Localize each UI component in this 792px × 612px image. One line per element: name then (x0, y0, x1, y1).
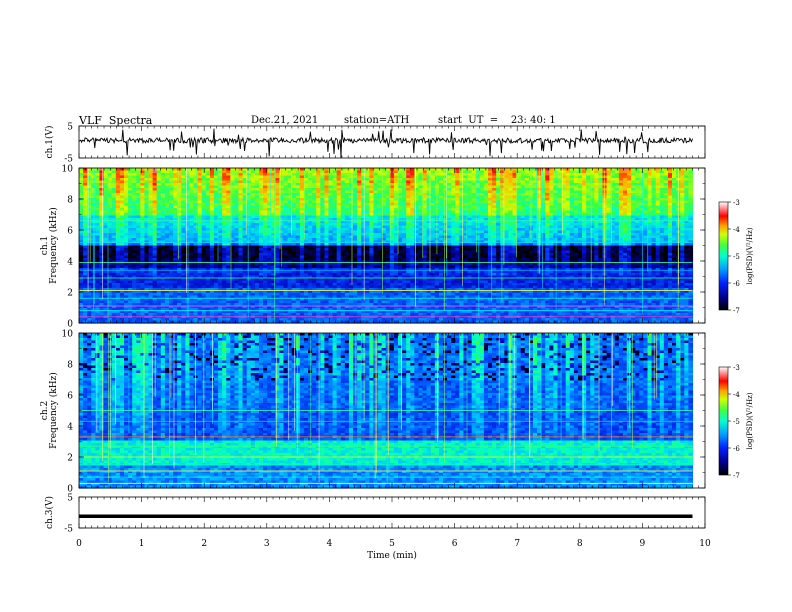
ch1-spectrogram-ytick-label: 0 (67, 320, 73, 330)
ch2-colorbar-tick: -4 (733, 391, 740, 399)
ch1-colorbar-tick: -5 (733, 253, 740, 261)
ch3-waveform-ytick-label: 5 (67, 494, 73, 504)
xtick-label: 7 (514, 539, 520, 549)
ch3-waveform-ytick-label: -5 (64, 525, 73, 535)
ch1-colorbar-tick: -6 (733, 280, 740, 288)
ch2-spectrogram (79, 333, 693, 489)
ch1-spectrogram-ytick-label: 2 (67, 289, 73, 299)
xtick-label: 10 (699, 539, 711, 549)
ch1-spectrogram-ylabel: Frequency (kHz) (48, 207, 59, 284)
ch2-colorbar-tick: -3 (733, 364, 740, 372)
xtick-label: 2 (201, 539, 207, 549)
xtick-label: 1 (139, 539, 145, 549)
ch1-trace (79, 129, 693, 158)
ch1-waveform-ylabel: ch.1(V) (44, 126, 55, 159)
ch1-colorbar (719, 202, 728, 310)
ch1-colorbar-tick: -7 (733, 307, 740, 315)
ch1-colorbar-tick: -3 (733, 199, 740, 207)
vlf-spectra-figure: VLF Spectra Dec.21, 2021 station=ATH sta… (0, 0, 792, 612)
ch3-waveform-ylabel: ch.3(V) (44, 496, 55, 529)
ch2-colorbar-tick: -6 (733, 445, 740, 453)
xtick-label: 4 (327, 539, 333, 549)
xtick-label: 9 (640, 539, 646, 549)
xtick-label: 0 (76, 539, 82, 549)
ch2-spectrogram-ylabel: Frequency (kHz) (48, 372, 59, 449)
ch2-spectrogram-ytick-label: 8 (67, 361, 73, 371)
ch1-spectrogram-ytick-label: 10 (62, 165, 74, 175)
ch1-spectrogram (79, 168, 693, 324)
xtick-label: 5 (389, 539, 395, 549)
ch1-spectrogram-ytick-label: 4 (67, 258, 73, 268)
xtick-label: 8 (577, 539, 583, 549)
ch1-waveform-ytick-label: 5 (67, 123, 73, 133)
ch2-colorbar-tick: -7 (733, 472, 740, 480)
ch1-colorbar-tick: -4 (733, 226, 740, 234)
ch2-colorbar (719, 367, 728, 475)
ch2-colorbar-tick: -5 (733, 418, 740, 426)
ch2-spectrogram-ytick-label: 2 (67, 454, 73, 464)
ch1-colorbar-label: log(PSD)(V²/Hz) (746, 227, 754, 284)
ch2-spectrogram-ytick-label: 4 (67, 423, 73, 433)
ch1-spectrogram-ytick-label: 8 (67, 196, 73, 206)
ch1-waveform (79, 129, 693, 158)
ch2-spectrogram-ytick-label: 10 (62, 330, 74, 340)
ch2-colorbar-label: log(PSD)(V²/Hz) (746, 392, 754, 449)
colorbars: -3 -4 -5 -6 -7 log(PSD)(V²/Hz) -3 -4 -5 -6 -7 log(P… (719, 199, 754, 480)
ch1-spectrogram-ytick-label: 6 (67, 227, 73, 237)
xtick-label: 3 (264, 539, 270, 549)
x-axis-label: Time (min) (367, 550, 417, 561)
ch2-spectrogram-ytick-label: 6 (67, 392, 73, 402)
xtick-label: 6 (452, 539, 458, 549)
ch1-waveform-ytick-label: -5 (64, 155, 73, 165)
chart-canvas: 5-5ch.1(V)0246810ch.1 Frequency (kHz)0246… (0, 0, 792, 612)
